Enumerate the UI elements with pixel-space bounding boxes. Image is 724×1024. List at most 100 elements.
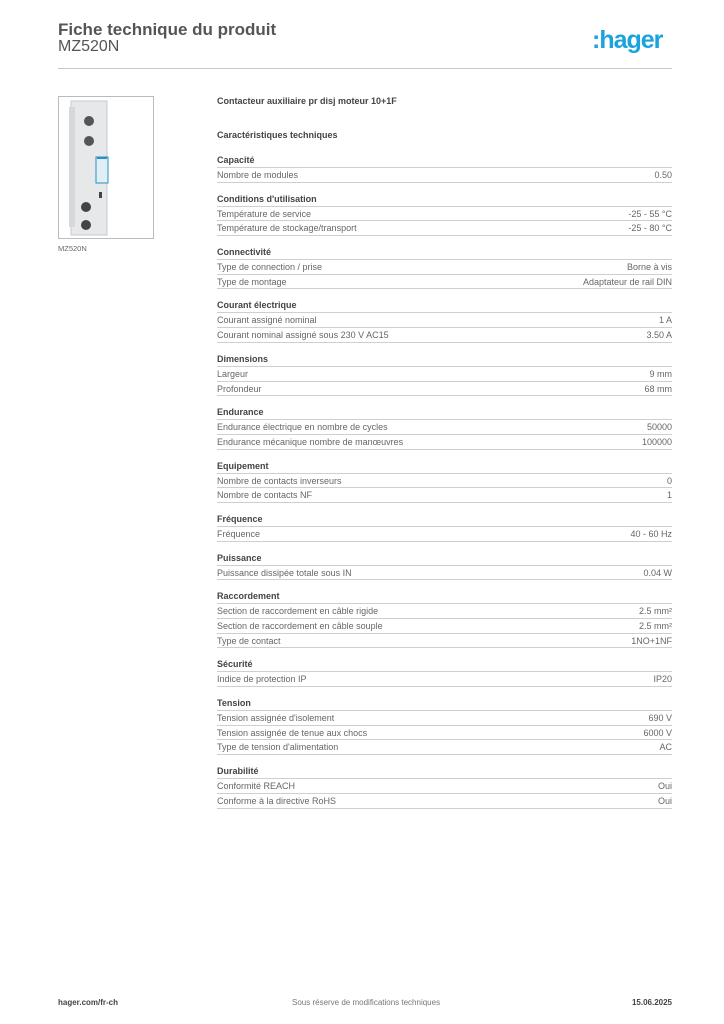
header-divider [58, 68, 672, 69]
spec-row: Nombre de modules 0.50 [217, 168, 672, 183]
spec-label: Tension assignée de tenue aux chocs [217, 727, 368, 738]
section-title: Courant électrique [217, 299, 672, 314]
spec-value: 68 mm [644, 383, 672, 394]
spec-section: Durabilité Conformité REACH Oui Conforme à … [217, 765, 672, 809]
spec-content: Contacteur auxiliaire pr disj moteur 10+… [217, 96, 672, 809]
spec-value: 0.50 [654, 170, 672, 180]
spec-row: Température de stockage/transport -25 - 8… [217, 221, 672, 237]
spec-section: Endurance Endurance électrique en nombre … [217, 406, 672, 450]
spec-value: 1 A [658, 315, 672, 326]
spec-row: Profondeur 68 mm [217, 382, 672, 397]
spec-value: IP20 [653, 674, 672, 685]
section-title: Puissance [217, 552, 672, 566]
spec-row: Type de connection / prise Borne à vis [217, 260, 672, 275]
spec-label: Type de connection / prise [217, 262, 323, 273]
spec-value: 100000 [641, 436, 672, 447]
spec-row: Puissance dissipée totale sous IN 0.04 W [217, 566, 672, 581]
spec-section: Puissance Puissance dissipée totale sous … [217, 552, 672, 581]
section-title: Connectivité [217, 246, 672, 261]
spec-row: Endurance électrique en nombre de cycles… [217, 420, 672, 435]
spec-label: Indice de protection IP [217, 674, 307, 685]
spec-label: Fréquence [217, 528, 261, 539]
spec-row: Courant assigné nominal 1 A [217, 313, 672, 329]
spec-section: Connectivité Type de connection / prise Bo… [217, 246, 672, 290]
section-title: Conditions d'utilisation [217, 193, 672, 207]
footer-notice: Sous réserve de modifications techniques [292, 998, 441, 1007]
spec-label: Nombre de contacts inverseurs [217, 475, 342, 486]
spec-value: Oui [657, 795, 672, 806]
spec-row: Température de service -25 - 55 °C [217, 207, 672, 222]
spec-row: Nombre de contacts inverseurs 0 [217, 474, 672, 489]
spec-section: Capacité Nombre de modules 0.50 [217, 154, 672, 183]
spec-row: Largeur 9 mm [217, 367, 672, 382]
spec-section: Fréquence Fréquence 40 - 60 Hz [217, 513, 672, 542]
spec-label: Conformité REACH [217, 781, 296, 792]
spec-row: Courant nominal assigné sous 230 V AC15 3… [217, 328, 672, 343]
spec-value: -25 - 55 °C [628, 208, 672, 219]
spec-row: Type de tension d'alimentation AC [217, 740, 672, 756]
spec-label: Puissance dissipée totale sous IN [217, 567, 352, 578]
spec-section: Equipement Nombre de contacts inverseurs 0… [217, 460, 672, 503]
spec-section: Dimensions Largeur 9 mm Profondeur 68 mm [217, 353, 672, 397]
product-illustration [69, 100, 109, 236]
spec-row: Conformité REACH Oui [217, 779, 672, 794]
section-title: Tension [217, 697, 672, 712]
characteristics-heading: Caractéristiques techniques [217, 130, 338, 140]
section-title: Equipement [217, 460, 672, 474]
image-caption: MZ520N [58, 244, 87, 253]
spec-row: Indice de protection IP IP20 [217, 672, 672, 688]
spec-row: Conforme à la directive RoHS Oui [217, 794, 672, 809]
spec-label: Température de stockage/transport [217, 223, 357, 234]
spec-label: Nombre de modules [217, 170, 299, 180]
spec-value: 40 - 60 Hz [630, 528, 672, 539]
section-title: Endurance [217, 406, 672, 421]
spec-value: Adaptateur de rail DIN [582, 276, 672, 287]
spec-label: Tension assignée d'isolement [217, 713, 335, 724]
spec-label: Nombre de contacts NF [217, 490, 313, 501]
spec-row: Type de montage Adaptateur de rail DIN [217, 275, 672, 290]
spec-value: 6000 V [643, 727, 672, 738]
spec-label: Type de tension d'alimentation [217, 742, 339, 753]
spec-value: 9 mm [649, 368, 673, 379]
spec-label: Profondeur [217, 383, 262, 394]
spec-label: Type de contact [217, 635, 281, 646]
spec-value: 50000 [646, 422, 672, 433]
spec-value: AC [659, 742, 672, 753]
section-title: Durabilité [217, 765, 672, 780]
product-image [58, 96, 154, 239]
spec-section: Sécurité Indice de protection IP IP20 [217, 658, 672, 688]
spec-label: Température de service [217, 208, 312, 219]
spec-row: Fréquence 40 - 60 Hz [217, 527, 672, 542]
section-title: Fréquence [217, 513, 672, 527]
section-title: Capacité [217, 154, 672, 168]
section-title: Dimensions [217, 353, 672, 367]
spec-value: Oui [657, 781, 672, 792]
spec-row: Tension assignée d'isolement 690 V [217, 711, 672, 726]
spec-value: 1 [666, 490, 672, 501]
product-reference: MZ520N [58, 38, 120, 55]
spec-value: 690 V [648, 713, 672, 724]
spec-label: Largeur [217, 368, 249, 379]
spec-row: Nombre de contacts NF 1 [217, 488, 672, 503]
spec-row: Endurance mécanique nombre de manœuvres 1… [217, 435, 672, 450]
section-title: Raccordement [217, 590, 672, 605]
spec-label: Section de raccordement en câble souple [217, 621, 383, 631]
spec-value: 2.5 mm² [638, 606, 672, 617]
spec-label: Type de montage [217, 276, 287, 287]
spec-row: Type de contact 1NO+1NF [217, 634, 672, 649]
spec-section: Conditions d'utilisation Température de s… [217, 193, 672, 237]
spec-section: Raccordement Section de raccordement en c… [217, 590, 672, 649]
spec-value: 0.04 W [643, 567, 672, 578]
spec-value: 0 [666, 475, 672, 486]
product-description: Contacteur auxiliaire pr disj moteur 10+… [217, 96, 397, 106]
spec-label: Courant nominal assigné sous 230 V AC15 [217, 330, 389, 341]
spec-label: Endurance électrique en nombre de cycles [217, 422, 388, 433]
spec-label: Courant assigné nominal [217, 315, 317, 326]
spec-sections: Capacité Nombre de modules 0.50 Conditions … [217, 154, 672, 809]
section-title: Sécurité [217, 658, 672, 673]
spec-value: Borne à vis [626, 262, 672, 273]
spec-row: Section de raccordement en câble rigide 2… [217, 604, 672, 619]
footer-website-link[interactable]: hager.com/fr-ch [58, 998, 119, 1007]
spec-row: Tension assignée de tenue aux chocs 6000 … [217, 726, 672, 741]
spec-value: 1NO+1NF [631, 635, 672, 646]
